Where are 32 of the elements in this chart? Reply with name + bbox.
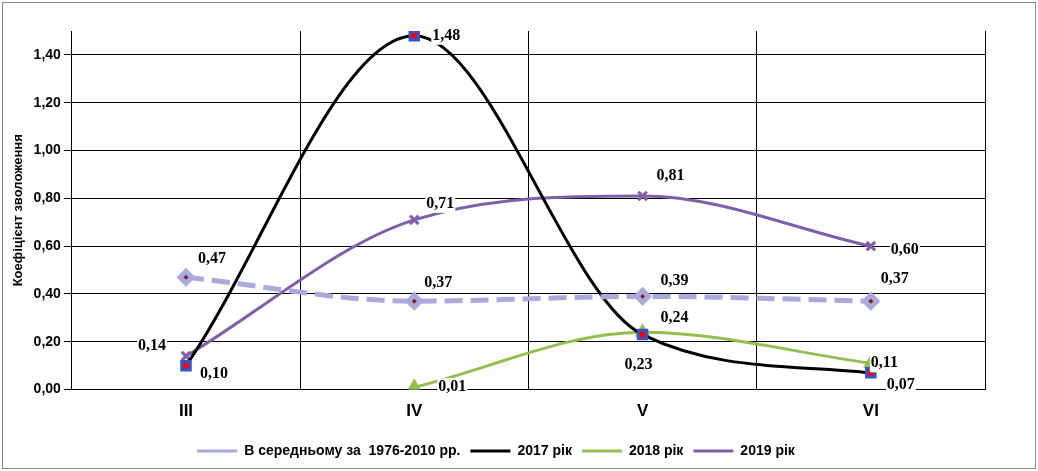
y-tick-label: 0,80 [33,189,62,206]
data-label: 0,11 [870,353,898,371]
data-label: 0,37 [880,269,909,287]
legend-label: В середньому за 1976-2010 рр. [244,441,461,458]
legend-label: 2017 рік [517,441,573,458]
x-tick-label: III [178,401,194,421]
y-tick-label: 1,20 [33,93,62,110]
data-label: 0,37 [424,273,453,291]
data-label: 0,07 [886,375,915,393]
data-label: 0,47 [197,249,226,267]
data-label: 0,60 [890,240,919,258]
data-label: 0,23 [624,354,653,372]
y-tick-label: 0,40 [33,284,62,301]
legend-label: 2018 рік [628,441,685,458]
x-tick-label: V [636,401,649,421]
data-label: 0,01 [438,377,467,395]
data-label: 0,24 [660,308,689,326]
y-tick-label: 0,20 [33,332,62,349]
y-tick-label: 0,00 [33,380,62,397]
data-label: 0,81 [656,166,685,184]
x-tick-label: IV [406,401,423,421]
x-tick-label: VI [862,401,879,421]
y-tick-label: 1,00 [33,141,62,158]
y-axis-title: Коефіцієнт зволоження [10,134,26,287]
legend-label: 2019 рік [740,441,796,458]
data-label: 0,39 [660,270,689,288]
data-label: 0,10 [199,363,228,381]
y-tick-label: 0,60 [33,237,62,254]
data-label: 0,14 [137,336,166,354]
y-tick-label: 1,40 [33,45,62,62]
data-label: 1,48 [432,25,461,43]
data-label: 0,71 [426,194,455,211]
